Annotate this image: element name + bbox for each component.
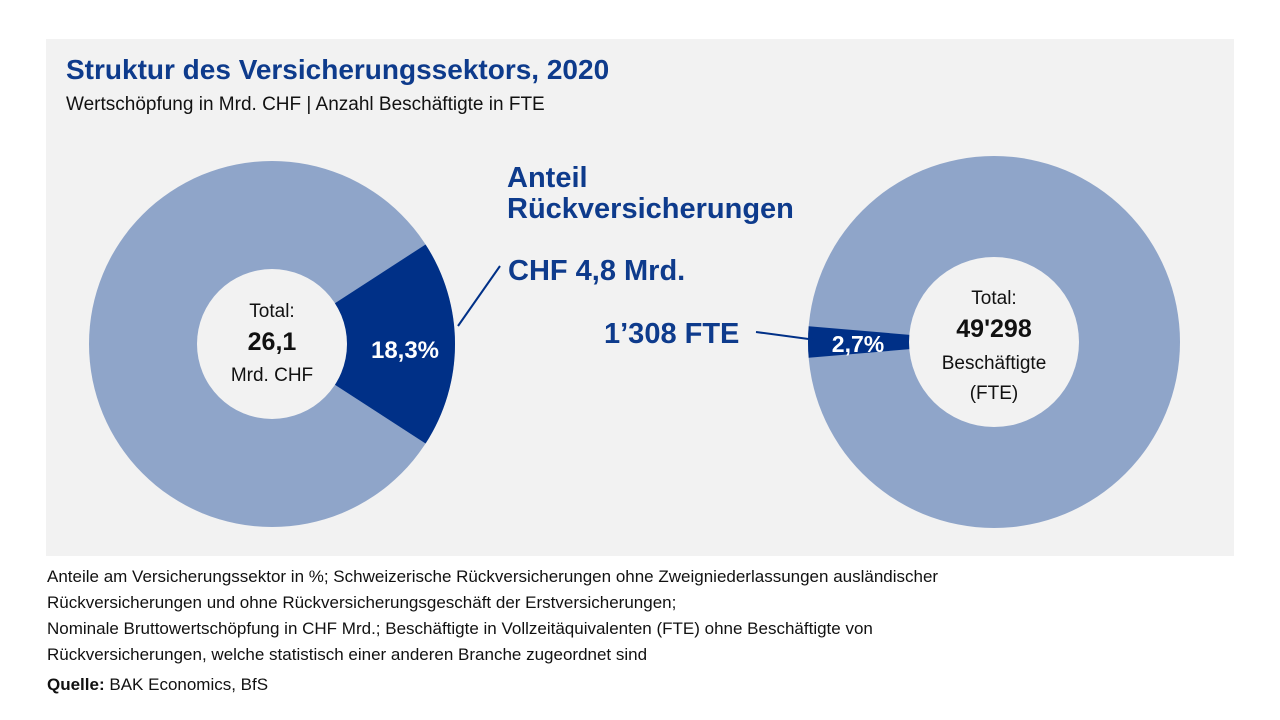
source-note: Quelle: BAK Economics, BfS — [47, 675, 268, 695]
chart-title: Struktur des Versicherungssektors, 2020 — [66, 54, 610, 85]
callout-left: CHF 4,8 Mrd. — [508, 255, 685, 287]
pie-right-center-unit-2: (FTE) — [970, 383, 1019, 404]
pie-right-center-unit: Beschäftigte — [942, 353, 1047, 374]
pie-left-slice-label: 18,3% — [371, 337, 439, 364]
footnote-line-4: Rückversicherungen, welche statistisch e… — [47, 645, 648, 664]
annotation-heading-line-2: Rückversicherungen — [507, 193, 794, 225]
source-text: BAK Economics, BfS — [109, 675, 269, 694]
pie-left-center-unit: Mrd. CHF — [231, 365, 313, 386]
pie-left-hole — [197, 269, 347, 419]
footnote-line-2: Rückversicherungen und ohne Rückversiche… — [47, 593, 677, 612]
footnote-line-1: Anteile am Versicherungssektor in %; Sch… — [47, 567, 939, 586]
callout-left-connector — [457, 265, 501, 327]
source-label: Quelle: — [47, 675, 105, 694]
pie-right-slice-label: 2,7% — [832, 331, 884, 357]
pie-left-center-value: 26,1 — [248, 328, 297, 356]
annotation-heading-line-1: Anteil — [507, 162, 588, 194]
pie-right-center-label: Total: — [971, 288, 1016, 309]
footnote-line-3: Nominale Bruttowertschöpfung in CHF Mrd.… — [47, 619, 873, 638]
pie-right-slice-highlight — [808, 326, 994, 358]
callout-right: 1’308 FTE — [604, 318, 739, 350]
pie-right-center-value: 49'298 — [956, 315, 1032, 343]
callout-right-connector — [755, 331, 817, 341]
pie-left-center-label: Total: — [249, 301, 294, 322]
pie-right-hole — [909, 257, 1079, 427]
chart-subtitle: Wertschöpfung in Mrd. CHF | Anzahl Besch… — [66, 94, 545, 115]
pie-left-slice-highlight — [272, 244, 456, 444]
